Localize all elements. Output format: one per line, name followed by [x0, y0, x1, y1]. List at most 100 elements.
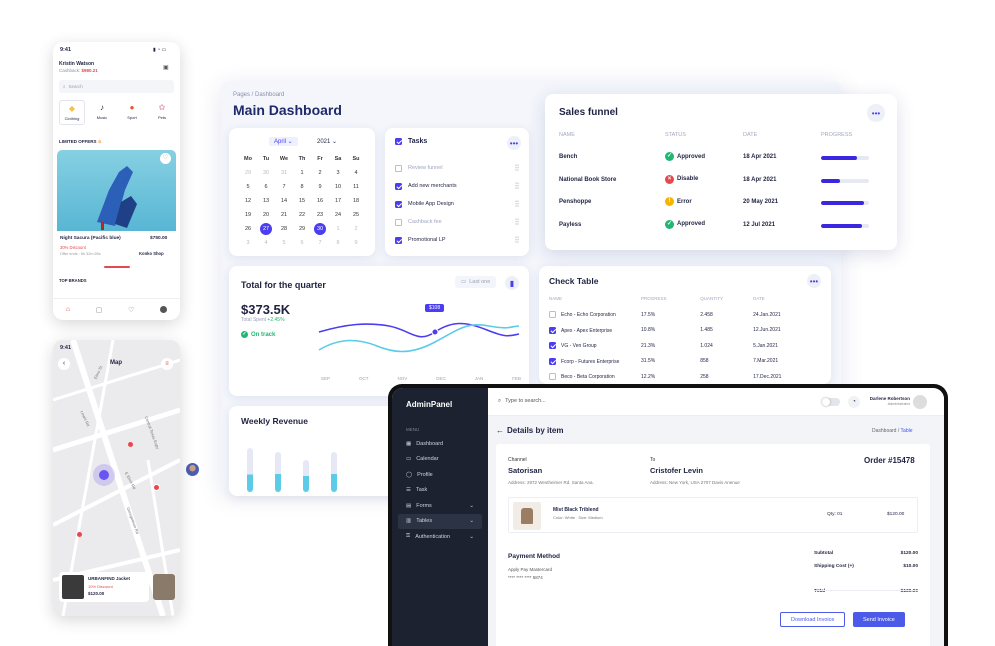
category-item[interactable]: ♪ Music — [89, 100, 115, 125]
calendar-day[interactable]: 27 — [257, 222, 275, 236]
calendar-day[interactable]: 9 — [318, 184, 322, 190]
product-card[interactable]: URBANFIND Jacket 10% Discount $120.00 — [59, 572, 149, 602]
calendar-day[interactable]: 5 — [282, 240, 286, 246]
calendar-day[interactable]: 29 — [298, 226, 306, 232]
year-select[interactable]: 2021 ⌄ — [317, 139, 338, 145]
calendar-day[interactable]: 30 — [262, 170, 270, 176]
calendar-day[interactable]: 14 — [280, 198, 288, 204]
search-input[interactable]: ⌕ Search — [59, 80, 174, 93]
calendar-day[interactable]: 31 — [280, 170, 288, 176]
category-item[interactable]: ◆ Clothing — [59, 100, 85, 125]
calendar-day[interactable]: 10 — [334, 184, 342, 190]
calendar-day[interactable]: 8 — [300, 184, 304, 190]
bell-icon[interactable]: ◔ — [848, 396, 860, 408]
home-icon[interactable]: ⌂ — [65, 306, 71, 313]
wallet-icon[interactable]: ▣ — [163, 65, 169, 71]
sidebar-item-calendar[interactable]: ▭ Calendar — [392, 452, 488, 468]
row-checkbox[interactable] — [549, 326, 556, 334]
table-row[interactable]: Fcorp - Futures Enterprise 31.5% 858 7.Mar.… — [549, 354, 819, 370]
more-icon[interactable]: ••• — [507, 136, 521, 150]
row-checkbox[interactable] — [549, 311, 556, 319]
table-row[interactable]: National Book Store × Disable 18 Apr 2021 — [559, 171, 889, 194]
download-invoice-button[interactable]: Download Invoice — [780, 612, 846, 627]
row-checkbox[interactable] — [549, 373, 556, 381]
map-pin-icon[interactable] — [77, 532, 82, 537]
table-row[interactable]: Beco - Beta Corporation 12.2% 258 17.Dec.20… — [549, 369, 819, 385]
sidebar-item-forms[interactable]: ▤ Forms ⌄ — [392, 498, 488, 514]
category-item[interactable]: ✿ Pets — [149, 100, 175, 125]
table-row[interactable]: Payless ✓ Approved 12 Jul 2021 — [559, 216, 889, 239]
calendar-day[interactable]: 28 — [280, 226, 288, 232]
task-checkbox[interactable] — [395, 182, 402, 190]
more-icon[interactable]: ••• — [807, 274, 821, 288]
calendar-day[interactable]: 22 — [298, 212, 306, 218]
breadcrumb-link[interactable]: Dashboard — [872, 428, 897, 434]
avatar[interactable] — [913, 395, 927, 409]
month-select[interactable]: April ⌄ — [269, 137, 298, 146]
product-card[interactable]: ♡ Night Sacura (Pacific blue) $750.00 30… — [57, 150, 176, 273]
product-thumbnail[interactable] — [153, 574, 175, 600]
task-checkbox[interactable] — [395, 218, 402, 226]
calendar-day[interactable]: 1 — [336, 226, 340, 232]
calendar-day[interactable]: 11 — [353, 184, 359, 190]
calendar-day[interactable]: 21 — [280, 212, 288, 218]
table-row[interactable]: Echo - Echo Corporation 17.5% 2.458 24.Jan.… — [549, 307, 819, 323]
calendar-day[interactable]: 23 — [316, 212, 324, 218]
category-item[interactable]: ● Sport — [119, 100, 145, 125]
drag-handle-icon[interactable] — [515, 218, 519, 225]
sidebar-item-task[interactable]: ☰ Task — [392, 483, 488, 499]
table-row[interactable]: VG - Ven Group 21.3% 1.024 5.Jan.2021 — [549, 338, 819, 354]
calendar-day[interactable]: 9 — [354, 240, 358, 246]
calendar-day[interactable]: 5 — [246, 184, 250, 190]
calendar-day[interactable]: 17 — [334, 198, 342, 204]
calendar-day[interactable]: 29 — [244, 170, 252, 176]
task-item[interactable]: Add new merchants — [395, 177, 519, 195]
calendar-day[interactable]: 13 — [262, 198, 270, 204]
calendar-day[interactable]: 4 — [354, 170, 358, 176]
calendar-day[interactable]: 25 — [352, 212, 360, 218]
drag-handle-icon[interactable] — [515, 164, 519, 171]
drag-handle-icon[interactable] — [515, 182, 519, 189]
task-item[interactable]: Promotional LP — [395, 231, 519, 249]
calendar-day[interactable]: 24 — [334, 212, 342, 218]
calendar-day[interactable]: 8 — [336, 240, 340, 246]
calendar-day[interactable]: 26 — [244, 226, 252, 232]
back-icon[interactable]: ‹ — [58, 358, 70, 370]
task-item[interactable]: Review funnel — [395, 159, 519, 177]
task-checkbox[interactable] — [395, 236, 402, 244]
drag-handle-icon[interactable] — [515, 200, 519, 207]
task-item[interactable]: Cashback fee — [395, 213, 519, 231]
heart-icon[interactable]: ♡ — [160, 153, 171, 164]
calendar-day[interactable]: 7 — [318, 240, 322, 246]
table-row[interactable]: Penshoppe ! Error 20 May 2021 — [559, 193, 889, 216]
map-pin-icon[interactable] — [128, 442, 133, 447]
period-button[interactable]: ▭ Last one — [455, 276, 497, 288]
more-icon[interactable]: ••• — [867, 104, 885, 122]
map-pin-icon[interactable] — [153, 484, 160, 491]
filter-icon[interactable]: ≡ — [161, 358, 173, 370]
calendar-day[interactable]: 18 — [352, 198, 360, 204]
bar-chart-icon[interactable]: ▮ — [505, 276, 519, 290]
calendar-day[interactable]: 4 — [264, 240, 268, 246]
avatar[interactable] — [160, 306, 168, 313]
task-checkbox[interactable] — [395, 200, 402, 208]
calendar-day[interactable]: 6 — [300, 240, 304, 246]
sidebar-item-dashboard[interactable]: ▦ Dashboard — [392, 436, 488, 452]
task-item[interactable]: Mobile App Design — [395, 195, 519, 213]
calendar-day[interactable]: 2 — [318, 170, 322, 176]
sidebar-item-tables[interactable]: ▥ Tables ⌄ — [398, 513, 482, 529]
dark-mode-toggle[interactable] — [822, 398, 840, 406]
tasks-select-all[interactable] — [395, 138, 402, 145]
calendar-day[interactable]: 30 — [311, 222, 329, 236]
table-row[interactable]: Apex - Apex Enterprise 10.8% 1.485 12.Jun.2… — [549, 323, 819, 339]
drag-handle-icon[interactable] — [515, 236, 519, 243]
row-checkbox[interactable] — [549, 357, 556, 365]
calendar-day[interactable]: 15 — [298, 198, 306, 204]
sidebar-item-profile[interactable]: ◯ Profile — [392, 467, 488, 483]
calendar-day[interactable]: 1 — [300, 170, 304, 176]
location-marker[interactable] — [93, 464, 115, 486]
avatar[interactable] — [185, 462, 200, 477]
calendar-day[interactable]: 6 — [264, 184, 268, 190]
calendar-day[interactable]: 19 — [244, 212, 252, 218]
calendar-day[interactable]: 3 — [336, 170, 340, 176]
